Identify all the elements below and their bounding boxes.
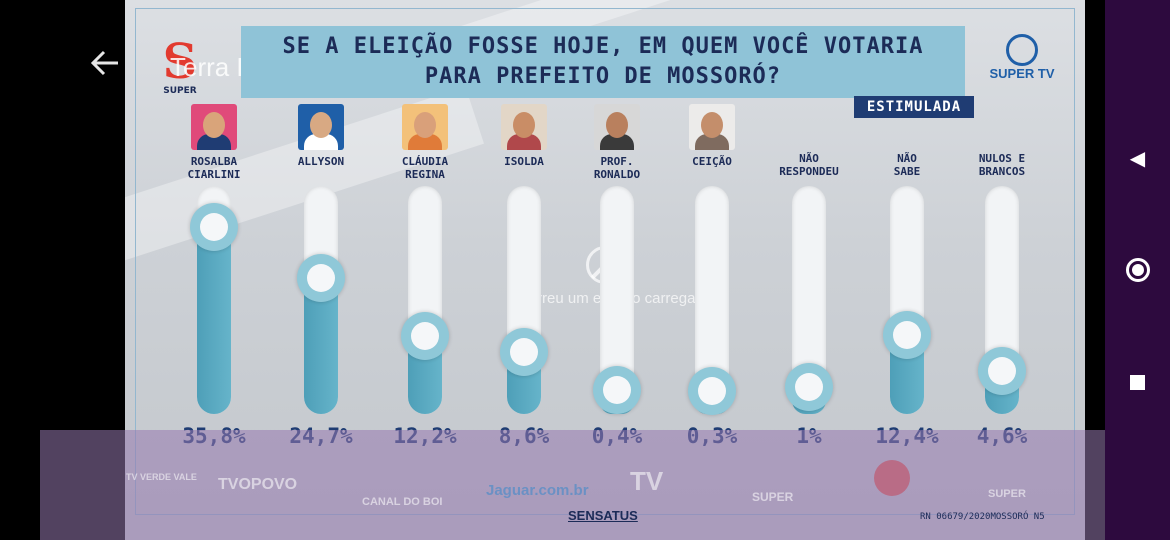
- registration-number: RN 06679/2020MOSSORÓ N5: [920, 512, 1045, 522]
- candidate-name: NÃO RESPONDEU: [779, 152, 839, 178]
- footer-logo-tv-verde-vale: TV VERDE VALE: [126, 472, 197, 482]
- candidate-name: ALLYSON: [297, 155, 345, 168]
- sensatus-logo: SENSATUS: [568, 508, 638, 523]
- candidate-header: NULOS E BRANCOS: [954, 104, 1050, 178]
- candidate-header: NÃO SABE: [859, 104, 955, 178]
- super-s-icon: S: [162, 34, 198, 90]
- poll-title-line-1: SE A ELEIÇÃO FOSSE HOJE, EM QUEM VOCÊ VO…: [282, 34, 924, 59]
- bar-knob: [883, 310, 931, 359]
- candidate-name: NULOS E BRANCOS: [978, 152, 1026, 178]
- bar-knob: [688, 366, 736, 415]
- candidate-name: ROSALBA CIARLINI: [187, 155, 241, 181]
- candidate-name: CLÁUDIA REGINA: [401, 155, 449, 181]
- candidate-name: CEIÇÃO: [692, 155, 732, 168]
- poll-title-line-2: PARA PREFEITO DE MOSSORÓ?: [424, 64, 782, 89]
- footer-logo-tv: TV: [630, 466, 664, 496]
- bar-track: [408, 186, 442, 414]
- arrow-left-icon: [90, 50, 118, 76]
- bar-knob: [500, 328, 548, 377]
- bar-knob: [978, 346, 1026, 395]
- candidate-name: NÃO SABE: [893, 152, 921, 178]
- candidate-photo: [501, 104, 547, 150]
- super-logo-text: SUPER: [163, 86, 197, 96]
- candidate-photo: [402, 104, 448, 150]
- candidate-photo: [191, 104, 237, 150]
- bar-track: [507, 186, 541, 414]
- nav-back-button[interactable]: ◀: [1105, 136, 1170, 180]
- triangle-back-icon: ◀: [1129, 146, 1146, 170]
- super-tv-ring-icon: [1006, 34, 1038, 66]
- nav-recents-button[interactable]: [1105, 360, 1170, 404]
- candidate-header: PROF. RONALDO: [569, 104, 665, 181]
- candidate-photo: [594, 104, 640, 150]
- circle-home-icon: [1125, 258, 1150, 282]
- square-recents-icon: [1130, 374, 1145, 390]
- bar-knob: [297, 254, 345, 303]
- poll-title-box: SE A ELEIÇÃO FOSSE HOJE, EM QUEM VOCÊ VO…: [241, 26, 965, 98]
- bar-knob: [190, 203, 238, 252]
- candidate-header: NÃO RESPONDEU: [761, 104, 857, 178]
- footer-logo-tvopovo: TVOPOVO: [218, 476, 298, 493]
- bar-knob: [401, 311, 449, 360]
- footer-logo-super-2: SUPER: [988, 488, 1026, 500]
- candidate-photo: [689, 104, 735, 150]
- super-tv-logo: SUPER TV: [987, 34, 1057, 90]
- right-black-strip: [1085, 0, 1105, 540]
- bar-knob: [593, 366, 641, 415]
- sponsor-footer: TV VERDE VALE TVOPOVO CANAL DO BOI Jagua…: [40, 430, 1105, 540]
- nav-home-button[interactable]: [1105, 248, 1170, 292]
- candidate-name: ISOLDA: [504, 155, 544, 168]
- footer-logo-canal-do-boi: CANAL DO BOI: [362, 496, 443, 508]
- footer-logo-jaguar: Jaguar.com.br: [486, 482, 589, 499]
- android-nav-bar: ◀: [1105, 0, 1170, 540]
- candidate-header: ROSALBA CIARLINI: [166, 104, 262, 181]
- candidate-photo: [298, 104, 344, 150]
- bar-fill: [197, 227, 231, 414]
- candidate-header: ALLYSON: [273, 104, 369, 168]
- footer-logo-super: SUPER: [752, 490, 794, 504]
- candidate-name: PROF. RONALDO: [593, 155, 641, 181]
- bar-track: [890, 186, 924, 414]
- super-logo: S SUPER: [160, 38, 200, 98]
- poll-type-badge: ESTIMULADA: [854, 96, 974, 118]
- footer-logo-globe: [874, 460, 910, 496]
- candidate-header: ISOLDA: [476, 104, 572, 168]
- app-back-button[interactable]: [88, 46, 122, 84]
- bar-knob: [785, 363, 833, 412]
- candidate-header: CEIÇÃO: [664, 104, 760, 168]
- super-tv-logo-text: SUPER TV: [989, 66, 1055, 81]
- candidate-header: CLÁUDIA REGINA: [377, 104, 473, 181]
